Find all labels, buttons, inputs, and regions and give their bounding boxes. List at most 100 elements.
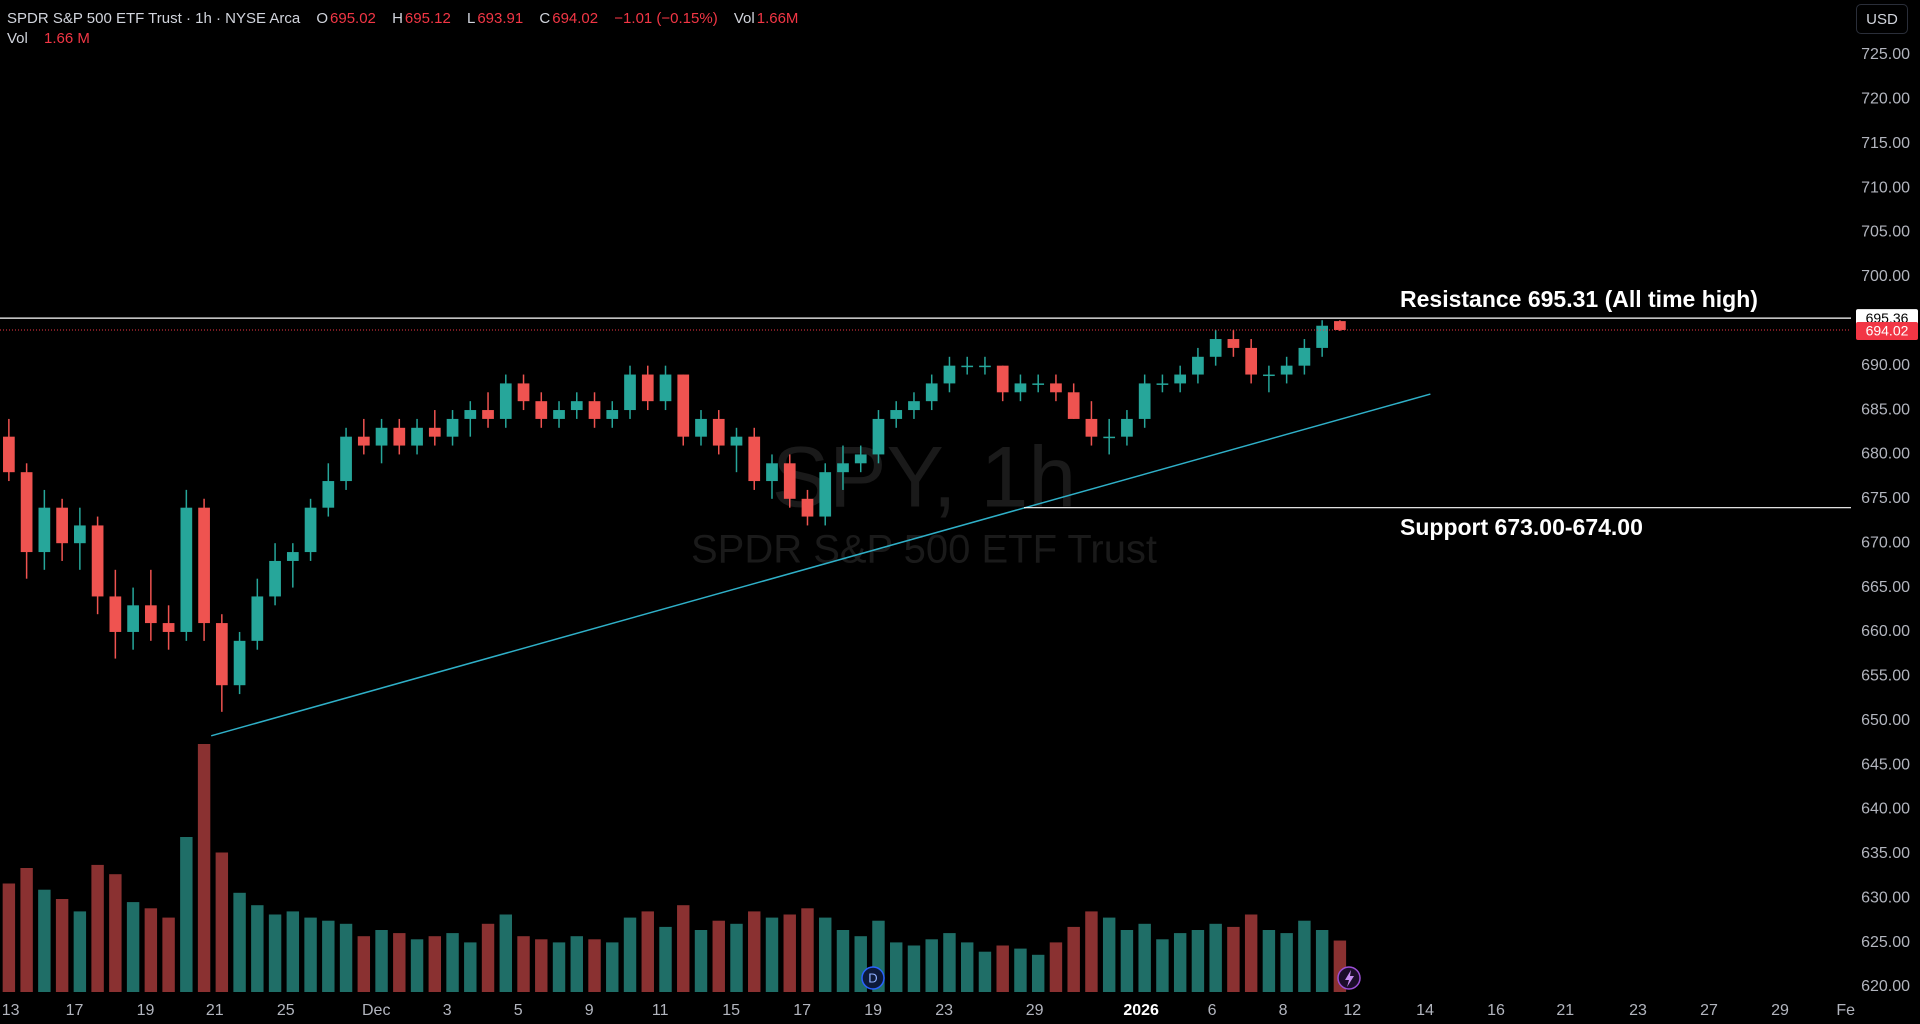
x-tick-label: 3 [443,1002,452,1019]
volume-bar [623,917,637,992]
candle-body [286,552,299,561]
candle-body [411,427,423,446]
volume-bar [375,930,388,992]
candle-body [180,507,193,632]
y-tick-label: 680.00 [1861,446,1910,463]
candle-body [570,401,583,411]
candle-body [659,374,672,402]
candle-body [109,596,122,632]
candle-body [695,418,707,437]
y-tick-label: 690.00 [1861,357,1910,374]
y-tick-label: 645.00 [1861,756,1910,773]
candle-body [20,472,33,553]
x-tick-label: 17 [793,1002,811,1019]
volume-bar [339,923,353,992]
x-tick-label: 16 [1487,1002,1505,1019]
volume-bar [233,892,246,992]
volume-bar [109,874,122,992]
volume-bar [357,936,371,992]
candle-body [890,410,903,419]
volume-bar [517,936,530,992]
candle-body [1121,418,1133,437]
candle-body [748,436,761,482]
candle-body [677,374,690,437]
volume-bar [1138,923,1151,992]
candle-body [943,365,956,384]
x-tick-label: 8 [1279,1002,1288,1019]
legend-line: SPDR S&P 500 ETF Trust · 1h · NYSE Arca … [7,10,800,27]
candle-body [38,507,51,553]
volume-bar [91,864,104,992]
candle-body [872,418,885,455]
y-tick-label: 710.00 [1861,179,1910,196]
y-tick-label: 670.00 [1861,534,1910,551]
x-tick-label: 21 [1556,1002,1574,1019]
trendline [210,393,1431,737]
candle-body [1334,321,1346,330]
x-tick-label: 29 [1026,1002,1044,1019]
candle-body [996,365,1009,393]
volume-bar [197,744,211,992]
candle-body [624,374,636,411]
candle-body [1085,418,1098,437]
x-tick-label: 23 [935,1002,953,1019]
resistance-annotation: Resistance 695.31 (All time high) [1400,286,1758,312]
volume-bar [748,911,761,992]
x-tick-label: 21 [206,1002,224,1019]
candle-body [854,454,867,464]
y-tick-label: 640.00 [1861,801,1910,818]
x-tick-label: 27 [1700,1002,1718,1019]
volume-bar [126,902,140,992]
volume-bar [1085,911,1098,992]
candle-body [428,427,441,437]
volume-legend-value: 1.66 M [44,30,90,47]
volume-bar [694,930,708,992]
volume-bar [410,939,424,992]
x-tick-label: Fe [1836,1002,1855,1019]
x-tick-label: 19 [864,1002,882,1019]
volume-bar [890,942,903,992]
candle-body [517,383,530,402]
volume-bar [1227,926,1240,992]
candle-body [1209,339,1222,357]
volume-bar [144,908,158,992]
volume-bar [606,942,619,992]
candle-body [1316,325,1328,348]
volume-bar [446,933,459,992]
volume-bar [712,920,725,992]
volume-bar [925,939,938,992]
candle-body [837,463,849,473]
x-tick-label: 2026 [1123,1002,1159,1019]
x-tick-label: 5 [514,1002,523,1019]
y-tick-label: 725.00 [1861,46,1910,63]
candle-body [357,436,370,446]
volume-bar [588,939,601,992]
volume-bar [481,923,495,992]
y-tick-label: 700.00 [1861,268,1910,285]
candle-body [1298,347,1311,366]
watermark-name: SPDR S&P 500 ETF Trust [691,528,1157,572]
volume-bar [730,923,743,992]
candle-body [606,410,619,419]
candle-body [1156,383,1169,385]
legend-value: 695.02 [330,10,376,27]
y-tick-label: 720.00 [1861,91,1910,108]
y-tick-label: 660.00 [1861,623,1910,640]
candle-body [162,623,175,632]
candle-body [74,525,86,544]
candle-body [1192,356,1204,375]
candle-body [979,365,991,368]
x-tick-label: 12 [1343,1002,1361,1019]
candle-body [375,427,388,446]
candle-body [304,507,317,553]
volume-bar [978,951,992,992]
legend-value: 693.91 [477,10,524,27]
candle-body [588,401,601,419]
currency-button[interactable]: USD [1856,4,1908,34]
y-tick-label: 715.00 [1861,135,1910,152]
y-tick-label: 665.00 [1861,579,1910,596]
y-tick-label: 630.00 [1861,889,1910,906]
candle-body [730,436,743,446]
candle-body [464,410,477,419]
